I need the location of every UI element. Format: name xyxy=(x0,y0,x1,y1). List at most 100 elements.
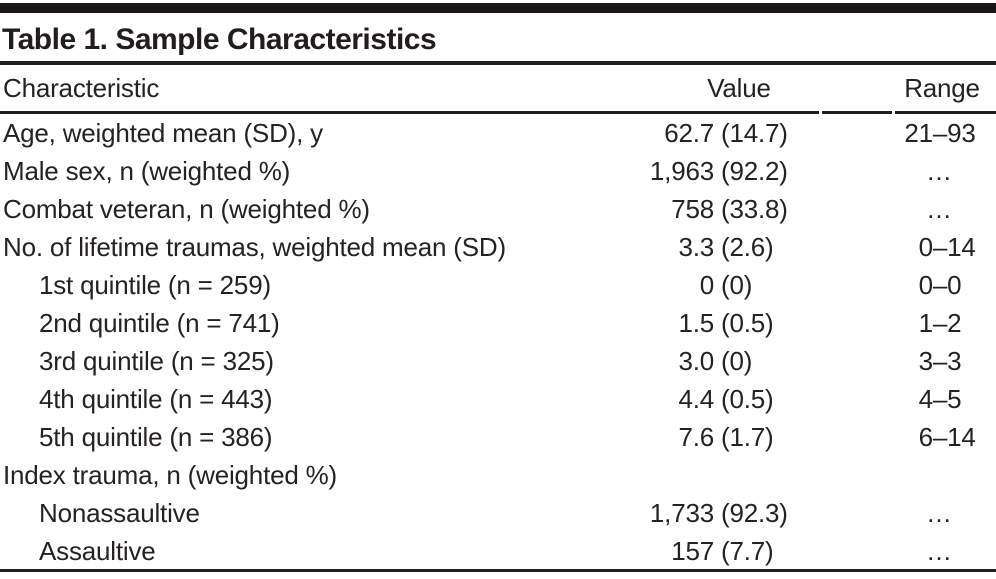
table-title: Table 1. Sample Characteristics xyxy=(2,23,437,56)
row-label: Male sex, n (weighted %) xyxy=(3,156,291,186)
table-row: 1st quintile (n = 259) 0 (0) 0 – 0 xyxy=(0,266,996,304)
range-dash: – xyxy=(932,346,948,376)
value-number: 1.5 xyxy=(678,308,714,338)
range-high: 93 xyxy=(947,118,976,148)
title-rule xyxy=(0,61,996,65)
row-value: 1.5 (0.5) xyxy=(556,304,820,342)
table-row: 3rd quintile (n = 325) 3.0 (0) 3 – 3 xyxy=(0,342,996,380)
table-row: 2nd quintile (n = 741) 1.5 (0.5) 1 – 2 xyxy=(0,304,996,342)
row-range: 1 – 2 xyxy=(884,304,996,342)
value-sd: (0.5) xyxy=(721,308,774,338)
row-range: 0 – 0 xyxy=(884,266,996,304)
range-ellipsis: … xyxy=(926,156,954,186)
value-number: 758 xyxy=(671,194,714,224)
row-value: 0 (0) xyxy=(556,266,820,304)
table-header-row: Characteristic Value Range xyxy=(0,66,996,111)
value-number: 1,733 xyxy=(649,498,714,528)
row-value: 1,733 (92.3) xyxy=(556,494,820,532)
range-low: 6 xyxy=(918,422,933,452)
row-label: 5th quintile (n = 386) xyxy=(39,422,273,452)
header-rule xyxy=(0,111,996,114)
row-range: … xyxy=(884,152,996,190)
row-label: 3rd quintile (n = 325) xyxy=(39,346,274,376)
range-dash: – xyxy=(932,118,948,148)
row-value: 3.0 (0) xyxy=(556,342,820,380)
range-high: 3 xyxy=(947,346,962,376)
row-label: Index trauma, n (weighted %) xyxy=(3,460,338,490)
header-rule-gap xyxy=(819,111,822,114)
table-row: Nonassaultive 1,733 (92.3) … xyxy=(0,494,996,532)
value-number: 7.6 xyxy=(678,422,714,452)
row-value: 62.7 (14.7) xyxy=(556,114,820,152)
value-sd: (7.7) xyxy=(721,536,774,566)
range-dash: – xyxy=(932,384,948,414)
value-number: 3.0 xyxy=(678,346,714,376)
table-row: Male sex, n (weighted %) 1,963 (92.2) … xyxy=(0,152,996,190)
value-number: 0 xyxy=(699,270,714,300)
row-label: 2nd quintile (n = 741) xyxy=(39,308,280,338)
row-range xyxy=(884,456,996,494)
value-number: 62.7 xyxy=(664,118,714,148)
value-number: 4.4 xyxy=(678,384,714,414)
range-low: 0 xyxy=(918,270,933,300)
range-dash: – xyxy=(932,308,948,338)
table-row: Combat veteran, n (weighted %) 758 (33.8… xyxy=(0,190,996,228)
range-high: 14 xyxy=(947,232,976,262)
row-range: 21 – 93 xyxy=(884,114,996,152)
table-row: Assaultive 157 (7.7) … xyxy=(0,532,996,570)
range-ellipsis: … xyxy=(926,536,954,566)
value-sd: (0.5) xyxy=(721,384,774,414)
range-low: 21 xyxy=(904,118,933,148)
range-high: 5 xyxy=(947,384,962,414)
value-number: 3.3 xyxy=(678,232,714,262)
value-number: 1,963 xyxy=(649,156,714,186)
row-range: 3 – 3 xyxy=(884,342,996,380)
row-range: 4 – 5 xyxy=(884,380,996,418)
row-value: 4.4 (0.5) xyxy=(556,380,820,418)
table-row: Index trauma, n (weighted %) xyxy=(0,456,996,494)
value-sd: (14.7) xyxy=(721,118,788,148)
row-range: 0 – 14 xyxy=(884,228,996,266)
value-sd: (33.8) xyxy=(721,194,788,224)
range-high: 2 xyxy=(947,308,962,338)
range-high: 14 xyxy=(947,422,976,452)
col-header-characteristic: Characteristic xyxy=(3,73,160,103)
table-row: No. of lifetime traumas, weighted mean (… xyxy=(0,228,996,266)
range-ellipsis: … xyxy=(926,498,954,528)
value-number: 157 xyxy=(671,536,714,566)
row-value xyxy=(556,456,820,494)
range-high: 0 xyxy=(947,270,962,300)
row-value: 157 (7.7) xyxy=(556,532,820,570)
value-sd: (2.6) xyxy=(721,232,774,262)
bottom-rule xyxy=(0,569,996,572)
value-sd: (92.2) xyxy=(721,156,788,186)
row-label: 1st quintile (n = 259) xyxy=(39,270,271,300)
range-low: 1 xyxy=(918,308,933,338)
range-low: 3 xyxy=(918,346,933,376)
table-top-bar xyxy=(0,3,996,13)
row-label: Nonassaultive xyxy=(39,498,200,528)
value-sd: (1.7) xyxy=(721,422,774,452)
row-label: Age, weighted mean (SD), y xyxy=(3,118,323,148)
range-ellipsis: … xyxy=(926,194,954,224)
value-sd: (0) xyxy=(721,270,753,300)
row-label: 4th quintile (n = 443) xyxy=(39,384,273,414)
table-row: Age, weighted mean (SD), y 62.7 (14.7) 2… xyxy=(0,114,996,152)
col-header-range: Range xyxy=(904,73,980,103)
range-dash: – xyxy=(932,422,948,452)
range-low: 4 xyxy=(918,384,933,414)
row-value: 758 (33.8) xyxy=(556,190,820,228)
row-value: 7.6 (1.7) xyxy=(556,418,820,456)
row-label: No. of lifetime traumas, weighted mean (… xyxy=(3,232,506,262)
row-range: … xyxy=(884,494,996,532)
range-dash: – xyxy=(932,270,948,300)
value-sd: (92.3) xyxy=(721,498,788,528)
table-body: Age, weighted mean (SD), y 62.7 (14.7) 2… xyxy=(0,114,996,570)
row-value: 3.3 (2.6) xyxy=(556,228,820,266)
row-label: Combat veteran, n (weighted %) xyxy=(3,194,370,224)
table-row: 4th quintile (n = 443) 4.4 (0.5) 4 – 5 xyxy=(0,380,996,418)
range-low: 0 xyxy=(918,232,933,262)
value-sd: (0) xyxy=(721,346,753,376)
row-label: Assaultive xyxy=(39,536,156,566)
